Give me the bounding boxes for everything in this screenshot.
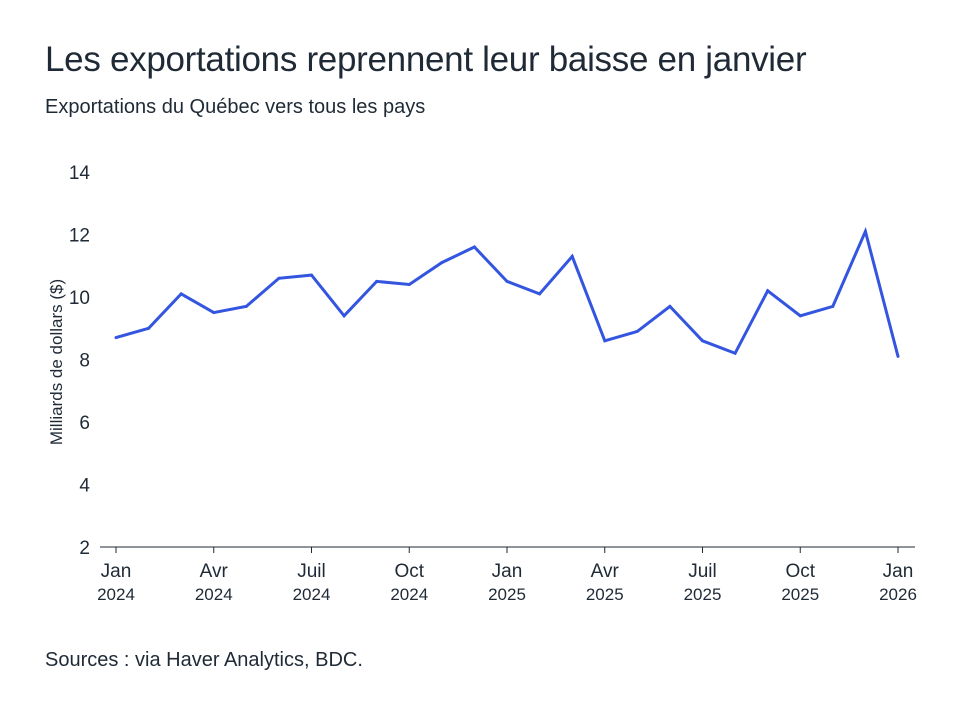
data-point <box>505 279 509 283</box>
y-tick-label: 14 <box>69 163 91 184</box>
data-point <box>701 339 704 343</box>
data-point <box>212 311 216 315</box>
x-tick-year: 2024 <box>195 585 233 604</box>
x-tick-label: Jan <box>492 561 523 582</box>
x-tick-year: 2024 <box>97 585 135 604</box>
data-point <box>570 254 574 258</box>
data-point <box>766 289 770 293</box>
data-point <box>798 314 802 318</box>
data-point <box>375 279 379 283</box>
x-tick-year: 2025 <box>684 585 722 604</box>
x-tick-year: 2024 <box>390 585 428 604</box>
x-tick-year: 2024 <box>293 585 331 604</box>
y-tick-label: 8 <box>79 351 90 372</box>
x-tick-year: 2026 <box>879 585 917 604</box>
x-tick-year: 2025 <box>781 585 819 604</box>
x-tick-year: 2025 <box>586 585 624 604</box>
data-point <box>179 292 183 296</box>
x-tick-label: Juil <box>297 561 326 582</box>
data-point <box>863 229 867 233</box>
data-point <box>635 329 639 333</box>
x-tick-year: 2025 <box>488 585 526 604</box>
y-tick-label: 4 <box>79 476 90 497</box>
series-line <box>115 226 900 357</box>
data-point <box>407 283 411 286</box>
data-point <box>603 339 607 343</box>
x-tick-label: Juil <box>688 561 717 582</box>
x-tick-label: Oct <box>394 561 424 582</box>
x-tick-label: Jan <box>883 561 914 582</box>
chart-title: Les exportations reprennent leur baisse … <box>45 40 807 79</box>
data-point <box>277 276 281 280</box>
data-point <box>147 326 151 330</box>
source-note: Sources : via Haver Analytics, BDC. <box>45 649 363 671</box>
y-tick-label: 6 <box>79 413 90 434</box>
x-tick-label: Avr <box>591 561 620 582</box>
data-point <box>310 273 313 277</box>
chart-subtitle: Exportations du Québec vers tous les pay… <box>45 96 426 118</box>
data-point <box>244 304 248 308</box>
y-tick-label: 2 <box>79 538 90 559</box>
data-point <box>831 304 835 308</box>
data-point <box>114 336 118 340</box>
x-tick-label: Avr <box>200 561 229 582</box>
y-tick-label: 10 <box>69 288 90 309</box>
x-tick-label: Oct <box>785 561 815 582</box>
data-point <box>342 314 346 318</box>
data-point <box>668 304 672 308</box>
y-axis-label: Milliards de dollars ($) <box>47 279 66 445</box>
x-tick-label: Jan <box>101 561 132 582</box>
y-tick-label: 12 <box>69 226 90 247</box>
data-point <box>538 292 542 296</box>
data-point <box>733 351 737 355</box>
data-point <box>440 261 444 265</box>
data-point <box>896 354 900 358</box>
data-point <box>472 245 476 249</box>
